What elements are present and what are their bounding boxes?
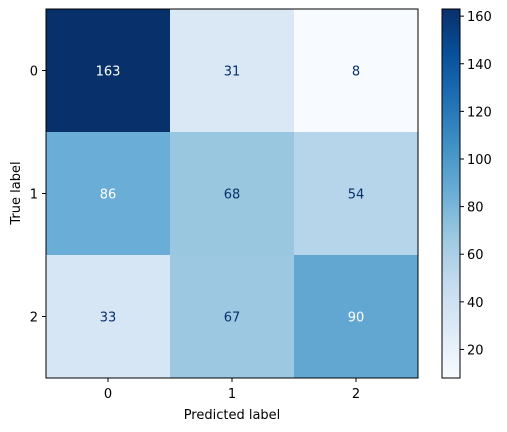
colorbar <box>441 8 461 379</box>
heatmap-cell <box>170 132 295 256</box>
heatmap-cells: 163 31 8 86 68 54 33 67 90 <box>46 9 419 379</box>
colorbar-tick-label: 140 <box>467 58 492 73</box>
cell-value-label: 68 <box>224 188 241 203</box>
y-tick-label: 2 <box>30 311 38 326</box>
heatmap-cell <box>46 9 171 133</box>
heatmap-cell <box>294 132 419 256</box>
heatmap-cell <box>170 9 295 133</box>
colorbar-tick-label: 120 <box>467 105 492 120</box>
colorbar-tick-label: 40 <box>467 296 484 311</box>
colorbar-ticks: 20 40 60 80 100 120 140 160 <box>460 10 492 358</box>
heatmap-cell <box>46 255 171 379</box>
cell-value-label: 8 <box>352 65 360 80</box>
cell-value-label: 67 <box>224 311 241 326</box>
x-tick-label: 0 <box>104 387 112 402</box>
cell-value-label: 54 <box>348 188 365 203</box>
cell-value-label: 33 <box>100 311 117 326</box>
cell-value-label: 163 <box>96 65 121 80</box>
x-tick-label: 2 <box>352 387 360 402</box>
heatmap-cell <box>294 9 419 133</box>
colorbar-tick-label: 100 <box>467 153 492 168</box>
heatmap-cell <box>294 255 419 379</box>
colorbar-tick-label: 60 <box>467 248 484 263</box>
x-axis-label: Predicted label <box>184 408 281 423</box>
heatmap-cell <box>46 132 171 256</box>
heatmap-cell <box>170 255 295 379</box>
y-axis-ticks: 0 1 2 <box>30 65 46 326</box>
y-tick-label: 0 <box>30 65 38 80</box>
y-axis-label: True label <box>9 161 24 225</box>
cell-value-label: 90 <box>348 311 365 326</box>
colorbar-tick-label: 20 <box>467 343 484 358</box>
x-axis-ticks: 0 1 2 <box>104 378 360 402</box>
x-tick-label: 1 <box>228 387 236 402</box>
cell-value-label: 31 <box>224 65 241 80</box>
y-tick-label: 1 <box>30 188 38 203</box>
cell-value-label: 86 <box>100 188 117 203</box>
colorbar-tick-label: 80 <box>467 201 484 216</box>
colorbar-tick-label: 160 <box>467 10 492 25</box>
